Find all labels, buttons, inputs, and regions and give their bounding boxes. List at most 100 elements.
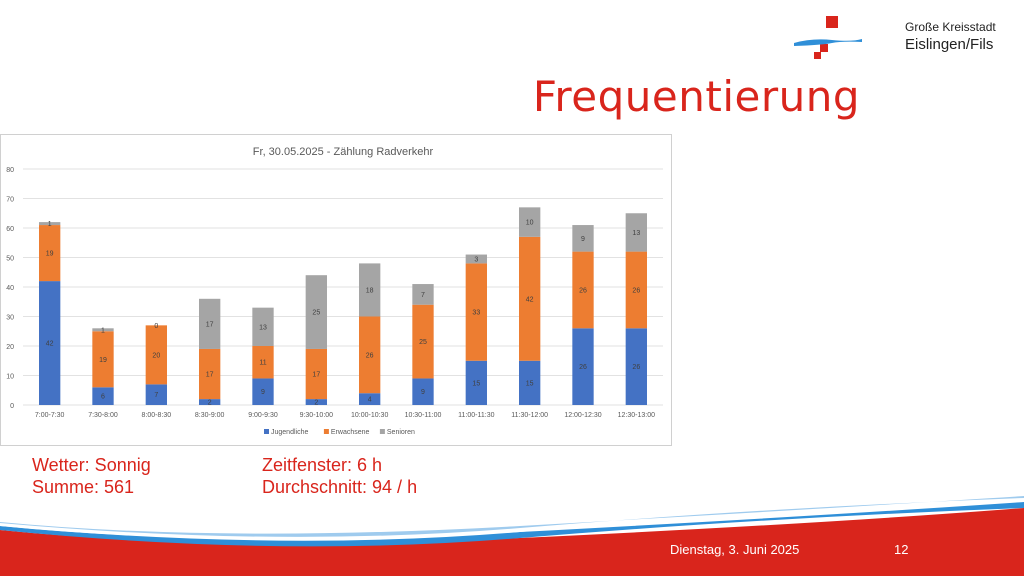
bar-segment	[519, 236, 541, 361]
bar-segment	[305, 399, 327, 405]
bar-segment	[252, 378, 274, 405]
data-label: 26	[366, 352, 374, 359]
data-label: 26	[579, 364, 587, 371]
bar-segment	[92, 328, 114, 332]
y-tick-label: 10	[6, 374, 14, 381]
city-logo-icon	[794, 16, 862, 59]
legend-label: Jugendliche	[271, 429, 308, 436]
legend-label: Erwachsene	[331, 429, 370, 436]
data-label: 2	[314, 400, 318, 407]
data-label: 3	[474, 256, 478, 263]
bar-segment	[145, 325, 167, 385]
legend-swatch	[323, 429, 329, 434]
data-label: 13	[632, 230, 640, 237]
slide-title: Frequentierung	[532, 72, 860, 121]
bar-segment	[412, 378, 434, 405]
bar-segment	[199, 348, 221, 400]
bar-segment	[252, 307, 274, 346]
data-label: 7	[154, 392, 158, 399]
bar-segment	[145, 384, 167, 405]
x-tick-label: 7:30-8:00	[88, 412, 118, 419]
y-tick-label: 80	[6, 167, 14, 174]
data-label: 11	[259, 360, 266, 367]
x-tick-label: 9:00-9:30	[248, 412, 278, 419]
bar-segment	[465, 263, 487, 361]
data-label: 25	[312, 310, 320, 317]
bar-chart: Fr, 30.05.2025 - Zählung Radverkehr 0 10 20…	[0, 134, 672, 446]
data-label: 15	[472, 380, 480, 387]
data-label: 42	[526, 296, 534, 303]
footer-wave	[0, 496, 1024, 576]
bar-segment	[465, 360, 487, 405]
y-tick-label: 0	[10, 403, 14, 410]
data-label: 25	[419, 339, 427, 346]
bar-segment	[92, 387, 114, 405]
x-tick-label: 12:00-12:30	[564, 412, 601, 419]
data-label: 26	[579, 287, 587, 294]
info-right: Zeitfenster: 6 h Durchschnitt: 94 / h	[262, 454, 417, 498]
bar-segment	[625, 251, 647, 329]
data-label: 7	[421, 292, 425, 299]
bar-segment	[519, 360, 541, 405]
data-label: 6	[101, 394, 105, 401]
bar-segment	[39, 225, 61, 282]
bar-segment	[305, 275, 327, 349]
legend-label: Senioren	[387, 429, 415, 436]
bar-segment	[572, 328, 594, 405]
data-label: 19	[99, 357, 107, 364]
data-label: 17	[206, 321, 214, 328]
data-label: 33	[472, 310, 480, 317]
data-label: 0	[154, 323, 158, 330]
x-tick-label: 8:30-9:00	[195, 412, 225, 419]
bar-segment	[359, 263, 381, 317]
data-label: 13	[259, 324, 267, 331]
legend-swatch	[379, 429, 385, 434]
time-window-text: Zeitfenster: 6 h	[262, 455, 383, 475]
bar-segment	[465, 254, 487, 264]
footer-date: Dienstag, 3. Juni 2025	[670, 542, 800, 557]
data-label: 26	[632, 287, 640, 294]
bar-segment	[92, 331, 114, 388]
bar-segment	[412, 284, 434, 305]
chart-title: Fr, 30.05.2025 - Zählung Radverkehr	[253, 146, 434, 158]
y-tick-label: 50	[6, 256, 14, 263]
bar-segment	[572, 251, 594, 329]
y-tick-label: 60	[6, 226, 14, 233]
bar-segment	[625, 213, 647, 252]
data-label: 9	[581, 236, 585, 243]
bar-segment	[39, 281, 61, 405]
y-tick-label: 30	[6, 315, 14, 322]
data-label: 20	[152, 352, 160, 359]
data-label: 10	[526, 220, 534, 227]
bar-segment	[519, 207, 541, 237]
brand-name: Große Kreisstadt Eislingen/Fils	[905, 20, 996, 54]
data-label: 15	[526, 380, 534, 387]
y-tick-label: 20	[6, 344, 14, 351]
chart-svg: Fr, 30.05.2025 - Zählung Radverkehr01020…	[6, 146, 663, 436]
y-tick-label: 40	[6, 285, 14, 292]
data-label: 2	[208, 400, 212, 407]
x-tick-label: 12:30-13:00	[618, 412, 655, 419]
sum-text: Summe: 561	[32, 477, 135, 497]
x-tick-label: 7:00-7:30	[35, 412, 65, 419]
info-left: Wetter: Sonnig Summe: 561	[32, 454, 151, 498]
data-label: 4	[368, 397, 372, 404]
data-label: 19	[46, 251, 54, 258]
bar-segment	[199, 298, 221, 349]
weather-text: Wetter: Sonnig	[32, 455, 151, 475]
bar-segment	[305, 348, 327, 400]
data-label: 26	[632, 364, 640, 371]
data-label: 42	[46, 341, 54, 348]
data-label: 17	[312, 372, 320, 379]
bar-segment	[625, 328, 647, 405]
bar-segment	[199, 399, 221, 405]
data-label: 1	[48, 221, 52, 228]
x-tick-label: 11:30-12:00	[511, 412, 548, 419]
x-tick-label: 11:00-11:30	[458, 412, 494, 419]
bar-segment	[252, 346, 274, 379]
y-tick-label: 70	[6, 197, 14, 204]
bar-segment	[359, 316, 381, 394]
page-number: 12	[894, 542, 909, 557]
x-tick-label: 10:30-11:00	[405, 412, 442, 419]
bar-segment	[39, 222, 61, 226]
